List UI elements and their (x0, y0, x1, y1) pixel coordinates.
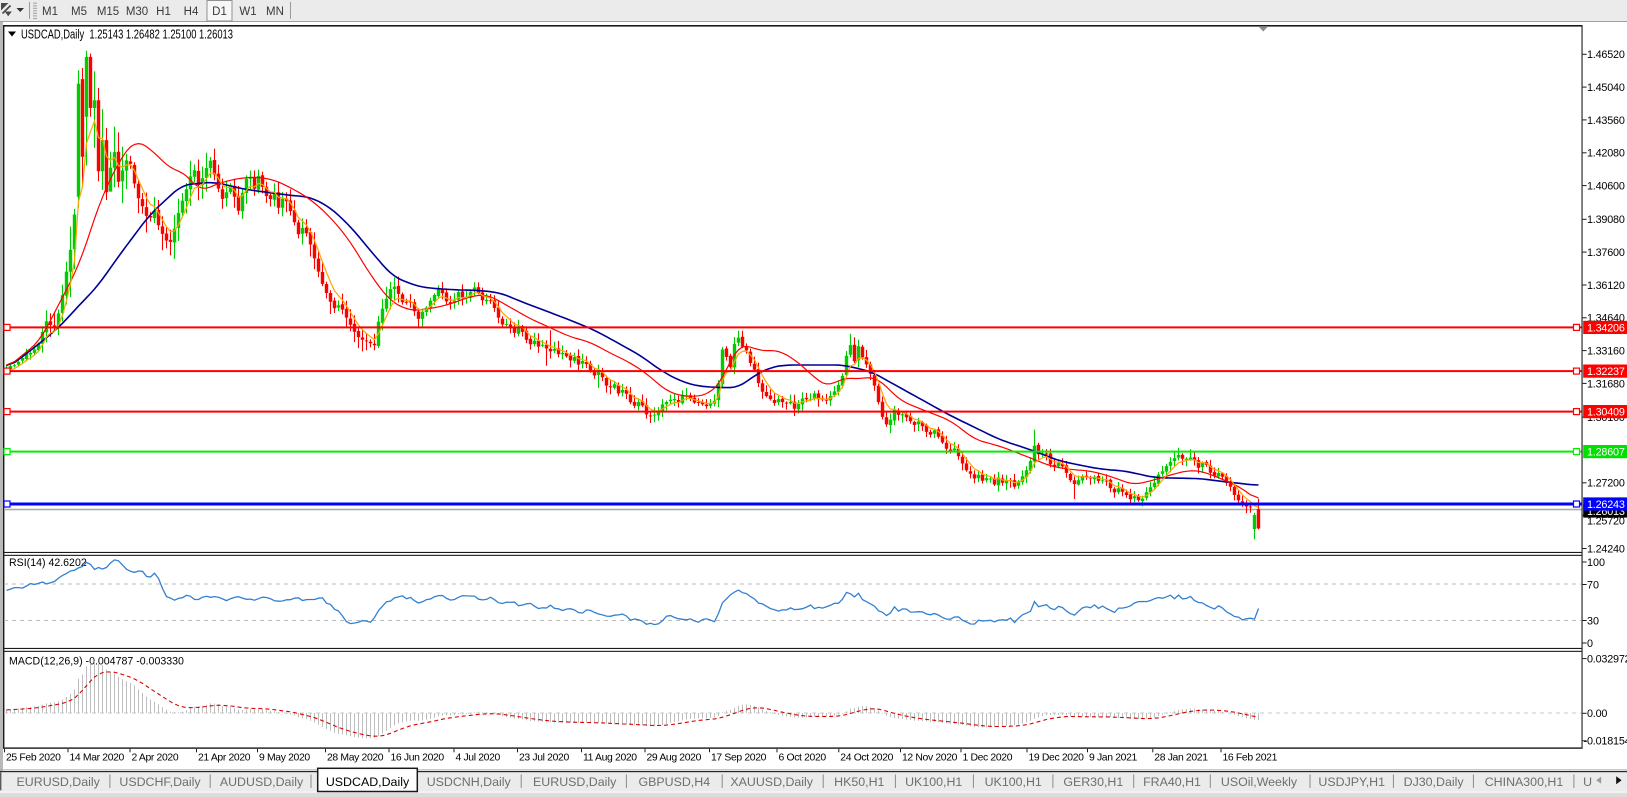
svg-text:RSI(14) 42.6202: RSI(14) 42.6202 (9, 557, 87, 569)
svg-text:USDCAD,Daily 1.25143 1.26482: USDCAD,Daily 1.25143 1.26482 1.25100 1.2… (21, 28, 233, 42)
svg-text:U: U (1583, 775, 1592, 789)
svg-text:FRA40,H1: FRA40,H1 (1143, 775, 1201, 789)
svg-text:1.39080: 1.39080 (1587, 214, 1625, 226)
svg-text:9 Jan 2021: 9 Jan 2021 (1089, 753, 1137, 764)
svg-text:29 Aug 2020: 29 Aug 2020 (647, 753, 702, 764)
svg-text:CHINA300,H1: CHINA300,H1 (1485, 775, 1564, 789)
svg-text:M15: M15 (97, 6, 119, 18)
svg-text:1.45040: 1.45040 (1587, 82, 1625, 94)
svg-text:AUDUSD,Daily: AUDUSD,Daily (220, 775, 304, 789)
svg-text:1.27200: 1.27200 (1587, 478, 1625, 490)
svg-text:DJ30,Daily: DJ30,Daily (1404, 775, 1465, 789)
svg-text:USDCHF,Daily: USDCHF,Daily (119, 775, 201, 789)
svg-text:USOil,Weekly: USOil,Weekly (1221, 775, 1298, 789)
svg-text:MACD(12,26,9) -0.004787 -0.003: MACD(12,26,9) -0.004787 -0.003330 (9, 656, 184, 668)
svg-text:MN: MN (266, 6, 284, 18)
svg-text:17 Sep 2020: 17 Sep 2020 (711, 753, 767, 764)
svg-text:USDJPY,H1: USDJPY,H1 (1318, 775, 1385, 789)
svg-text:D1: D1 (212, 6, 227, 18)
svg-text:1.31680: 1.31680 (1587, 378, 1625, 390)
svg-text:11 Aug 2020: 11 Aug 2020 (583, 753, 637, 764)
svg-text:1.43560: 1.43560 (1587, 115, 1625, 127)
svg-text:1.28607: 1.28607 (1587, 447, 1625, 459)
svg-text:28 Jan 2021: 28 Jan 2021 (1154, 753, 1208, 764)
svg-text:30: 30 (1587, 615, 1599, 627)
svg-text:0: 0 (1587, 638, 1593, 650)
svg-text:1 Dec 2020: 1 Dec 2020 (963, 753, 1013, 764)
svg-text:9 May 2020: 9 May 2020 (259, 753, 310, 764)
svg-text:1.46520: 1.46520 (1587, 49, 1625, 61)
svg-text:EURUSD,Daily: EURUSD,Daily (17, 775, 101, 789)
svg-text:2 Apr 2020: 2 Apr 2020 (132, 753, 179, 764)
svg-text:GER30,H1: GER30,H1 (1063, 775, 1123, 789)
svg-text:21 Apr 2020: 21 Apr 2020 (198, 753, 251, 764)
svg-text:HK50,H1: HK50,H1 (834, 775, 884, 789)
svg-text:USDCNH,Daily: USDCNH,Daily (427, 775, 512, 789)
svg-text:W1: W1 (239, 6, 256, 18)
svg-text:23 Jul 2020: 23 Jul 2020 (519, 753, 569, 764)
svg-text:1.33160: 1.33160 (1587, 346, 1625, 358)
svg-text:70: 70 (1587, 579, 1599, 591)
svg-text:28 May 2020: 28 May 2020 (327, 753, 384, 764)
svg-text:1.25720: 1.25720 (1587, 515, 1625, 527)
svg-text:1.32237: 1.32237 (1587, 366, 1625, 378)
svg-text:M1: M1 (42, 6, 58, 18)
svg-text:25 Feb 2020: 25 Feb 2020 (6, 753, 61, 764)
svg-text:-0.018154: -0.018154 (1584, 736, 1627, 748)
svg-text:H4: H4 (184, 6, 199, 18)
svg-text:1.34206: 1.34206 (1587, 322, 1625, 334)
svg-text:M5: M5 (71, 6, 87, 18)
svg-text:19 Dec 2020: 19 Dec 2020 (1029, 753, 1085, 764)
svg-text:16 Jun 2020: 16 Jun 2020 (391, 753, 445, 764)
svg-text:14 Mar 2020: 14 Mar 2020 (70, 753, 125, 764)
svg-text:1.42080: 1.42080 (1587, 148, 1625, 160)
svg-text:16 Feb 2021: 16 Feb 2021 (1223, 753, 1278, 764)
svg-text:GBPUSD,H4: GBPUSD,H4 (638, 775, 710, 789)
svg-text:EURUSD,Daily: EURUSD,Daily (533, 775, 617, 789)
svg-text:1.24240: 1.24240 (1587, 543, 1625, 555)
svg-text:24 Oct 2020: 24 Oct 2020 (840, 753, 893, 764)
svg-text:M30: M30 (126, 6, 148, 18)
svg-text:1.40600: 1.40600 (1587, 181, 1625, 193)
svg-text:100: 100 (1587, 557, 1605, 569)
svg-text:12 Nov 2020: 12 Nov 2020 (902, 753, 958, 764)
svg-text:XAUUSD,Daily: XAUUSD,Daily (730, 775, 813, 789)
svg-text:1.36120: 1.36120 (1587, 280, 1625, 292)
svg-text:1.30409: 1.30409 (1587, 407, 1625, 419)
svg-text:6 Oct 2020: 6 Oct 2020 (779, 753, 827, 764)
svg-text:0.00: 0.00 (1587, 708, 1607, 720)
svg-text:UK100,H1: UK100,H1 (905, 775, 962, 789)
svg-text:H1: H1 (156, 6, 171, 18)
svg-text:4 Jul 2020: 4 Jul 2020 (456, 753, 501, 764)
svg-text:1.26243: 1.26243 (1587, 499, 1625, 511)
svg-text:0.032972: 0.032972 (1587, 654, 1627, 666)
svg-text:1.37600: 1.37600 (1587, 247, 1625, 259)
svg-text:USDCAD,Daily: USDCAD,Daily (326, 775, 410, 789)
svg-text:UK100,H1: UK100,H1 (985, 775, 1042, 789)
